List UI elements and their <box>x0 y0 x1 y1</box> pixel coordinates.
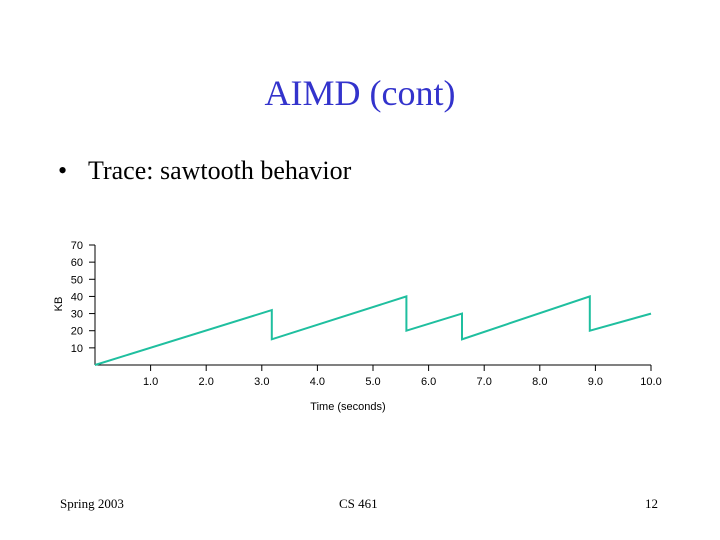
footer-page-number: 12 <box>645 496 658 511</box>
y-axis-label: KB <box>53 297 65 312</box>
slide-title: AIMD (cont) <box>264 73 456 113</box>
y-tick-label: 70 <box>71 240 83 252</box>
y-tick-label: 40 <box>71 291 83 303</box>
x-tick-label: 3.0 <box>254 376 269 388</box>
bullet-item: • Trace: sawtooth behavior <box>58 156 351 186</box>
y-tick-label: 30 <box>71 309 83 321</box>
x-tick-label: 7.0 <box>477 376 492 388</box>
x-tick-label: 8.0 <box>532 376 547 388</box>
x-tick-label: 2.0 <box>199 376 214 388</box>
footer-course: CS 461 <box>339 496 378 511</box>
y-tick-label: 60 <box>71 257 83 269</box>
x-tick-label: 9.0 <box>588 376 603 388</box>
x-axis-label: Time (seconds) <box>310 401 385 413</box>
bullet-marker: • <box>58 156 68 185</box>
x-tick-label: 10.0 <box>640 376 661 388</box>
footer-date: Spring 2003 <box>60 496 124 511</box>
x-tick-label: 1.0 <box>143 376 158 388</box>
x-tick-label: 6.0 <box>421 376 436 388</box>
y-tick-label: 50 <box>71 274 83 286</box>
x-tick-label: 5.0 <box>365 376 380 388</box>
y-tick-label: 20 <box>71 326 83 338</box>
chart-axes: 10 20 30 40 50 60 70 1.0 2.0 3.0 4.0 5.0 6.0 7.0 8.0 9.… <box>71 240 662 388</box>
series-line <box>94 295 652 366</box>
chart-marks <box>94 295 652 366</box>
x-tick-label: 4.0 <box>310 376 325 388</box>
bullet-text: Trace: sawtooth behavior <box>88 156 352 185</box>
y-tick-label: 10 <box>71 343 83 355</box>
